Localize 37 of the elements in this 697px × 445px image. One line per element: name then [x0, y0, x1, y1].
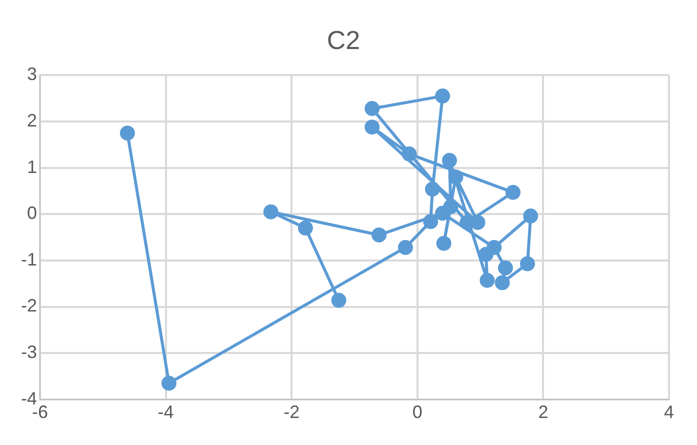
x-tick-label: -4 [158, 402, 174, 422]
point [498, 260, 513, 276]
point [398, 240, 413, 255]
x-tick-label: -2 [284, 402, 300, 422]
point [120, 126, 135, 141]
point [423, 214, 438, 230]
x-tick-label: 4 [664, 402, 674, 422]
point [506, 184, 521, 200]
point [523, 208, 538, 224]
point [364, 101, 380, 116]
y-tick-label: -1 [20, 249, 38, 270]
point [442, 152, 457, 168]
chart-title: C2 [326, 24, 360, 55]
point [486, 240, 502, 255]
point [435, 88, 450, 104]
point [372, 227, 387, 242]
point [364, 120, 380, 135]
point [298, 220, 313, 236]
point [425, 182, 440, 197]
y-tick-label: 2 [26, 110, 38, 130]
point [494, 275, 510, 290]
y-tick-label: 1 [26, 156, 38, 177]
x-tick-label: 2 [538, 402, 548, 422]
y-tick-label: -2 [20, 296, 38, 316]
x-tick-label: 0 [412, 402, 422, 422]
point [263, 204, 278, 220]
y-tick-label: 3 [26, 64, 38, 84]
point [436, 236, 452, 251]
point [331, 292, 346, 308]
point [480, 272, 495, 288]
y-tick-label: -4 [20, 388, 38, 408]
point [520, 256, 535, 272]
point [448, 170, 464, 185]
point [402, 146, 417, 162]
y-tick-label: 0 [26, 203, 38, 224]
point [161, 376, 176, 391]
y-tick-label: -3 [20, 342, 38, 362]
